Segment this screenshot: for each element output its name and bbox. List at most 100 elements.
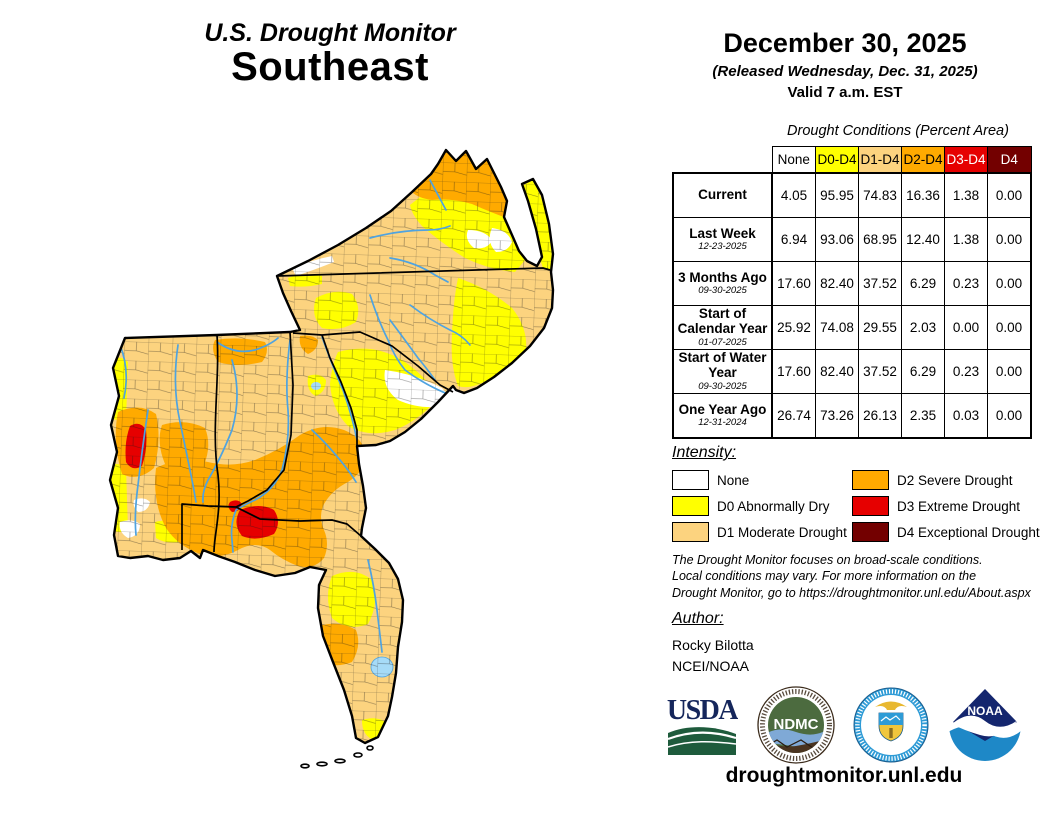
author-org: NCEI/NOAA	[672, 658, 750, 674]
none-swatch	[672, 470, 709, 490]
cell-value: 17.60	[771, 349, 816, 394]
cell-value: 0.00	[987, 261, 1032, 306]
cell-value: 12.40	[901, 217, 945, 262]
cell-value: 0.00	[987, 217, 1032, 262]
row-date: 09-30-2025	[698, 380, 747, 392]
page-title: U.S. Drought Monitor Southeast	[95, 19, 565, 90]
legend-title: Intensity:	[672, 444, 737, 461]
noaa-logo-icon: NOAA	[948, 689, 1021, 761]
region-title: Southeast	[231, 45, 429, 90]
legend-item-d1: D1 Moderate Drought	[672, 522, 847, 542]
row-label: One Year Ago	[678, 401, 767, 417]
cell-value: 0.23	[944, 349, 988, 394]
row-label: Current	[698, 187, 747, 203]
cell-value: 26.74	[771, 393, 816, 439]
cell-value: 93.06	[815, 217, 859, 262]
cell-value: 0.00	[987, 305, 1032, 350]
row-label: Start of Water Year	[678, 350, 767, 380]
cell-value: 16.36	[901, 172, 945, 218]
d0-swatch	[672, 496, 709, 516]
row-date: 09-30-2025	[698, 285, 747, 297]
svg-text:USDA: USDA	[667, 695, 738, 726]
row-date: 12-23-2025	[698, 241, 747, 253]
cell-value: 6.29	[901, 349, 945, 394]
table-row: Start of Water Year 09-30-2025 17.60 82.4…	[672, 349, 1032, 394]
cell-value: 73.26	[815, 393, 859, 439]
col-header-d3d4: D3-D4	[944, 146, 988, 174]
d3-swatch	[852, 496, 889, 516]
release-date: (Released Wednesday, Dec. 31, 2025)	[712, 63, 978, 80]
legend-item-d4: D4 Exceptional Drought	[852, 522, 1040, 542]
table-row: Last Week 12-23-2025 6.94 93.06 68.95 12.…	[672, 217, 1032, 262]
cell-value: 0.00	[987, 172, 1032, 218]
row-label: 3 Months Ago	[678, 269, 767, 285]
row-date: 12-31-2024	[698, 417, 747, 429]
table-row: One Year Ago 12-31-2024 26.74 73.26 26.13…	[672, 393, 1032, 439]
cell-value: 1.38	[944, 172, 988, 218]
table-row: Start of Calendar Year 01-07-2025 25.92 7…	[672, 305, 1032, 350]
cell-value: 0.00	[987, 393, 1032, 439]
svg-text:NOAA: NOAA	[967, 704, 1003, 718]
drought-map	[60, 130, 580, 810]
cell-value: 37.52	[858, 261, 902, 306]
disclaimer-text: The Drought Monitor focuses on broad-sca…	[672, 553, 1031, 600]
commerce-seal-icon	[853, 687, 929, 763]
cell-value: 1.38	[944, 217, 988, 262]
report-title: U.S. Drought Monitor	[204, 19, 456, 47]
droughtmonitor-url: droughtmonitor.unl.edu	[725, 764, 963, 787]
cell-value: 37.52	[858, 349, 902, 394]
row-label: Start of Calendar Year	[677, 306, 768, 336]
date-block: December 30, 2025 (Released Wednesday, D…	[660, 28, 1030, 101]
legend-item-d2: D2 Severe Drought	[852, 470, 1013, 490]
table-row: Current 4.05 95.95 74.83 16.36 1.38 0.00	[672, 172, 1032, 218]
cell-value: 82.40	[815, 261, 859, 306]
cell-value: 0.00	[944, 305, 988, 350]
cell-value: 4.05	[771, 172, 816, 218]
author-heading: Author:	[672, 610, 724, 627]
col-header-d1d4: D1-D4	[858, 146, 902, 174]
cell-value: 95.95	[815, 172, 859, 218]
cell-value: 2.03	[901, 305, 945, 350]
legend-item-d3: D3 Extreme Drought	[852, 496, 1020, 516]
cell-value: 0.03	[944, 393, 988, 439]
table-row: 3 Months Ago 09-30-2025 17.60 82.40 37.52…	[672, 261, 1032, 306]
cell-value: 74.08	[815, 305, 859, 350]
cell-value: 0.00	[987, 349, 1032, 394]
cell-value: 0.23	[944, 261, 988, 306]
cell-value: 25.92	[771, 305, 816, 350]
drought-conditions-table: None D0-D4 D1-D4 D2-D4 D3-D4 D4 Current …	[672, 146, 1032, 439]
cell-value: 2.35	[901, 393, 945, 439]
cell-value: 6.29	[901, 261, 945, 306]
col-header-d2d4: D2-D4	[901, 146, 945, 174]
author-name: Rocky Bilotta	[672, 637, 754, 653]
row-label: Last Week	[689, 225, 756, 241]
row-date: 01-07-2025	[698, 336, 747, 348]
d1-swatch	[672, 522, 709, 542]
drought-map-svg	[108, 148, 555, 769]
table-caption: Drought Conditions (Percent Area)	[787, 123, 1009, 139]
map-date: December 30, 2025	[723, 28, 967, 58]
cell-value: 82.40	[815, 349, 859, 394]
valid-time: Valid 7 a.m. EST	[787, 84, 903, 101]
col-header-d0d4: D0-D4	[815, 146, 859, 174]
svg-text:NDMC: NDMC	[773, 716, 818, 733]
d2-swatch	[852, 470, 889, 490]
cell-value: 68.95	[858, 217, 902, 262]
usda-logo-icon: USDA	[667, 695, 738, 755]
cell-value: 17.60	[771, 261, 816, 306]
cell-value: 26.13	[858, 393, 902, 439]
logo-row: USDA NDMC	[666, 686, 1022, 764]
blank-header-cell	[673, 146, 772, 173]
intensity-legend: Intensity: None D0 Abnormally Dry D1 Mod…	[672, 444, 1040, 550]
cell-value: 74.83	[858, 172, 902, 218]
cell-value: 29.55	[858, 305, 902, 350]
legend-item-none: None	[672, 470, 749, 490]
col-header-d4: D4	[987, 146, 1032, 174]
cell-value: 6.94	[771, 217, 816, 262]
legend-item-d0: D0 Abnormally Dry	[672, 496, 830, 516]
d4-swatch	[852, 522, 889, 542]
col-header-none: None	[771, 146, 816, 174]
ndmc-logo-icon: NDMC	[757, 686, 835, 764]
author-block: Author: Rocky Bilotta NCEI/NOAA	[672, 610, 754, 674]
